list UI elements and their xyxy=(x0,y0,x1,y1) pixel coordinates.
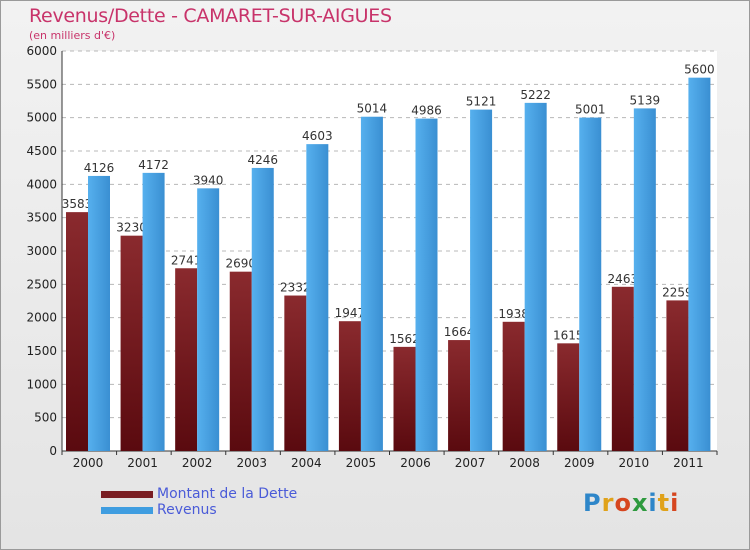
data-label-dette: 2259 xyxy=(662,285,693,299)
bar-revenus xyxy=(360,116,383,451)
x-tick-label: 2006 xyxy=(400,456,431,470)
x-tick-label: 2010 xyxy=(619,456,650,470)
bar-revenus xyxy=(688,77,711,452)
y-tick-label: 6000 xyxy=(26,44,57,58)
y-tick-label: 0 xyxy=(49,444,57,458)
data-label-dette: 3230 xyxy=(116,221,147,235)
legend-swatch-dette xyxy=(101,491,153,498)
x-tick-label: 2000 xyxy=(73,456,104,470)
logo-letter: i xyxy=(670,489,680,517)
bar-revenus xyxy=(88,175,110,451)
x-tick-label: 2009 xyxy=(564,456,595,470)
y-tick-label: 3000 xyxy=(26,244,57,258)
y-tick-label: 4500 xyxy=(26,144,57,158)
y-tick-label: 1000 xyxy=(26,377,57,391)
x-tick-label: 2001 xyxy=(127,456,158,470)
data-label-dette: 2741 xyxy=(171,253,202,267)
data-label-dette: 3583 xyxy=(62,197,93,211)
x-tick-label: 2011 xyxy=(673,456,704,470)
x-tick-label: 2008 xyxy=(509,456,540,470)
bar-revenus xyxy=(142,172,165,451)
y-tick-label: 2500 xyxy=(26,277,57,291)
y-tick-label: 4000 xyxy=(26,177,57,191)
data-label-revenus: 4246 xyxy=(247,153,278,167)
chart-title: Revenus/Dette - CAMARET-SUR-AIGUES xyxy=(29,5,392,27)
bar-dette xyxy=(66,212,88,451)
data-label-revenus: 5139 xyxy=(630,93,661,107)
data-label-dette: 1664 xyxy=(444,325,475,339)
x-tick-label: 2005 xyxy=(346,456,377,470)
bar-revenus xyxy=(470,109,493,451)
bar-revenus xyxy=(306,144,329,451)
data-label-revenus: 5014 xyxy=(357,102,388,116)
data-label-revenus: 4986 xyxy=(411,104,442,118)
data-label-revenus: 3940 xyxy=(193,173,224,187)
x-tick-label: 2003 xyxy=(236,456,267,470)
data-label-dette: 1947 xyxy=(335,306,366,320)
data-label-revenus: 4172 xyxy=(138,158,169,172)
logo-letter: o xyxy=(614,489,632,517)
logo-letter: i xyxy=(648,489,658,517)
bar-dette xyxy=(502,321,525,451)
data-label-dette: 1562 xyxy=(389,332,420,346)
y-tick-label: 3500 xyxy=(26,211,57,225)
bar-revenus xyxy=(197,188,220,452)
bar-revenus xyxy=(251,167,274,451)
logo-letter: x xyxy=(631,489,649,517)
data-label-revenus: 4126 xyxy=(84,161,115,175)
proxiti-logo: Proxiti xyxy=(583,489,679,517)
bar-dette xyxy=(175,268,198,451)
bar-revenus xyxy=(579,117,602,451)
bar-revenus xyxy=(524,102,547,451)
data-label-dette: 1615 xyxy=(553,328,584,342)
x-tick-label: 2007 xyxy=(455,456,486,470)
bar-dette xyxy=(120,235,143,451)
bar-dette xyxy=(611,286,634,451)
y-tick-label: 2000 xyxy=(26,311,57,325)
bar-dette xyxy=(448,340,471,451)
logo-letter: t xyxy=(657,489,671,517)
bar-revenus xyxy=(415,118,438,451)
bar-dette xyxy=(557,343,580,451)
legend-label-dette: Montant de la Dette xyxy=(157,486,298,502)
legend-label-revenus: Revenus xyxy=(157,502,217,518)
bar-dette xyxy=(666,300,689,451)
x-tick-label: 2002 xyxy=(182,456,213,470)
data-label-revenus: 5001 xyxy=(575,103,606,117)
bar-dette xyxy=(229,271,252,451)
x-tick-label: 2004 xyxy=(291,456,322,470)
logo-letter: r xyxy=(601,489,615,517)
y-tick-label: 5500 xyxy=(26,77,57,91)
data-label-revenus: 5121 xyxy=(466,95,497,109)
bar-revenus xyxy=(633,108,656,452)
y-tick-label: 500 xyxy=(34,411,57,425)
y-tick-label: 5000 xyxy=(26,111,57,125)
data-label-revenus: 5222 xyxy=(520,88,551,102)
data-label-revenus: 5600 xyxy=(684,63,715,77)
data-label-revenus: 4603 xyxy=(302,129,333,143)
data-label-dette: 2690 xyxy=(225,257,256,271)
logo-letter: P xyxy=(583,489,602,517)
legend-swatch-revenus xyxy=(101,507,153,514)
data-label-dette: 1938 xyxy=(498,307,529,321)
bar-dette xyxy=(338,321,361,451)
bar-dette xyxy=(393,346,416,451)
bar-dette xyxy=(284,295,307,451)
y-tick-label: 1500 xyxy=(26,344,57,358)
data-label-dette: 2332 xyxy=(280,281,311,295)
data-label-dette: 2463 xyxy=(608,272,639,286)
chart-subtitle: (en milliers d'€) xyxy=(29,29,116,42)
